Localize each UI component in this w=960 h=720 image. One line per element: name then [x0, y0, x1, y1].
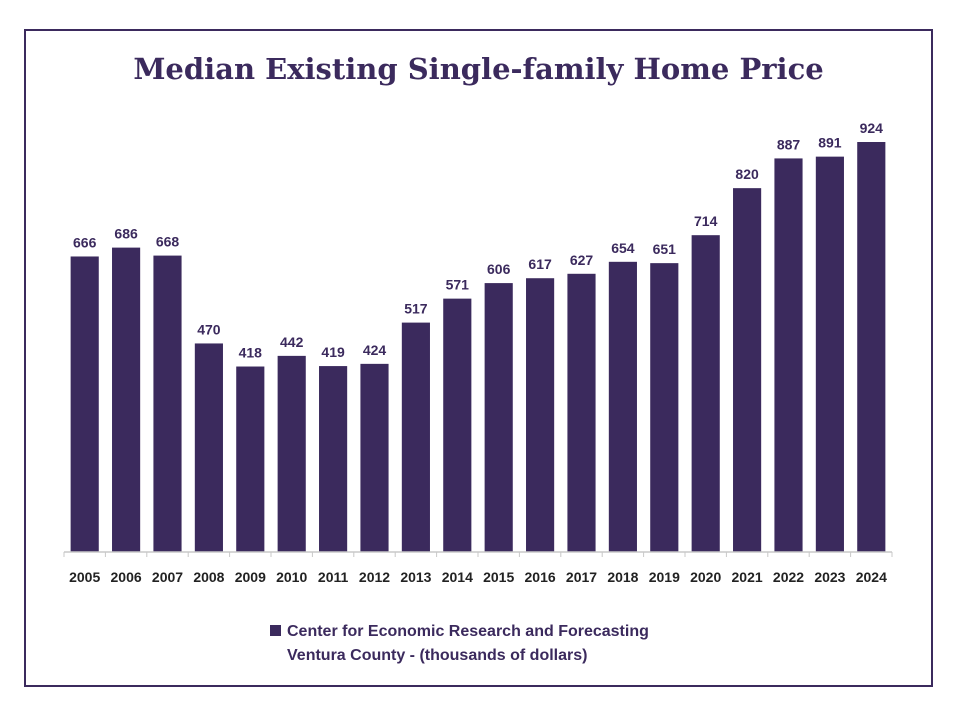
value-label-2015: 606: [487, 261, 511, 277]
x-tick-label-2010: 2010: [276, 569, 307, 585]
value-label-2005: 666: [73, 234, 97, 250]
value-label-2010: 442: [280, 334, 304, 350]
value-label-2019: 651: [653, 241, 677, 257]
legend-label-line1: Center for Economic Research and Forecas…: [287, 623, 649, 640]
bar-2010: [277, 355, 306, 552]
value-label-2023: 891: [818, 135, 842, 151]
bar-2013: [401, 322, 430, 552]
value-label-2024: 924: [860, 120, 884, 136]
value-label-2022: 887: [777, 136, 801, 152]
x-tick-label-2019: 2019: [649, 569, 680, 585]
bars-group: [70, 142, 886, 553]
bar-2007: [153, 255, 182, 552]
x-ticks-group: [63, 552, 893, 557]
legend-label-line2: Ventura County - (thousands of dollars): [287, 647, 588, 664]
bar-2012: [360, 363, 389, 552]
bar-2016: [526, 278, 555, 552]
x-tick-label-2021: 2021: [732, 569, 763, 585]
x-tick-label-2014: 2014: [442, 569, 473, 585]
x-tick-label-2017: 2017: [566, 569, 597, 585]
value-label-2020: 714: [694, 213, 718, 229]
x-tick-label-2024: 2024: [856, 569, 887, 585]
value-label-2009: 418: [239, 345, 263, 361]
value-label-2008: 470: [197, 321, 221, 337]
legend-swatch: [270, 625, 281, 636]
bar-2005: [70, 256, 99, 552]
x-tick-label-2005: 2005: [69, 569, 100, 585]
bar-2022: [774, 158, 803, 553]
chart-title: Median Existing Single-family Home Price: [133, 52, 824, 86]
x-tick-label-2013: 2013: [400, 569, 431, 585]
bar-2023: [815, 156, 844, 552]
legend: Center for Economic Research and Forecas…: [270, 620, 770, 668]
legend-entry: Center for Economic Research and Forecas…: [270, 620, 770, 644]
x-tick-labels-group: 2005 2006 2007 2008 2009 2010 2011 2012 2013 2014…: [69, 569, 887, 585]
bar-2008: [194, 343, 223, 552]
x-tick-label-2006: 2006: [111, 569, 142, 585]
value-label-2018: 654: [611, 240, 635, 256]
value-labels-group: 666 686 668 470 418 442 419 424 517 571 606 617 627 6…: [73, 120, 883, 361]
value-label-2016: 617: [528, 256, 552, 272]
bar-2015: [484, 283, 513, 552]
bar-2019: [650, 263, 679, 552]
x-tick-label-2009: 2009: [235, 569, 266, 585]
value-label-2012: 424: [363, 342, 387, 358]
bar-2021: [733, 188, 762, 552]
x-tick-label-2015: 2015: [483, 569, 514, 585]
x-tick-label-2007: 2007: [152, 569, 183, 585]
value-label-2021: 820: [735, 166, 759, 182]
value-label-2013: 517: [404, 301, 428, 317]
value-label-2006: 686: [114, 226, 138, 242]
x-tick-label-2022: 2022: [773, 569, 804, 585]
bar-2009: [236, 366, 265, 552]
value-label-2007: 668: [156, 234, 180, 250]
x-tick-label-2008: 2008: [193, 569, 224, 585]
bar-2011: [319, 366, 348, 552]
x-tick-label-2011: 2011: [318, 569, 349, 585]
x-tick-label-2023: 2023: [814, 569, 845, 585]
x-tick-label-2020: 2020: [690, 569, 721, 585]
x-tick-label-2018: 2018: [607, 569, 638, 585]
bar-2018: [608, 261, 637, 552]
bar-2020: [691, 235, 720, 552]
x-tick-label-2012: 2012: [359, 569, 390, 585]
bar-2017: [567, 273, 596, 552]
value-label-2014: 571: [446, 277, 470, 293]
bar-2024: [857, 142, 886, 552]
bar-2006: [112, 247, 141, 553]
x-tick-label-2016: 2016: [525, 569, 556, 585]
value-label-2011: 419: [321, 344, 345, 360]
value-label-2017: 627: [570, 252, 594, 268]
bar-2014: [443, 298, 472, 552]
